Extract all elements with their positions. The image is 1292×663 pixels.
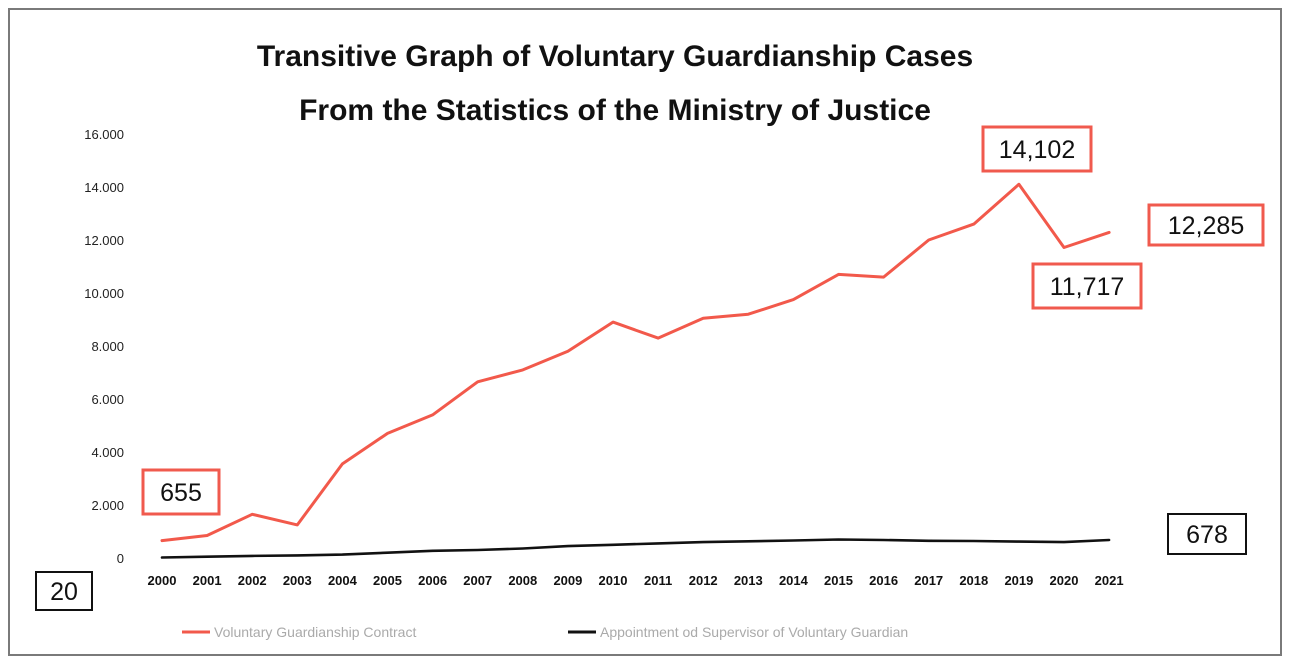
x-tick-label: 2014 xyxy=(779,573,809,588)
y-tick-label: 16.000 xyxy=(84,127,124,142)
callout-12285: 12,285 xyxy=(1147,203,1265,247)
x-tick-label: 2016 xyxy=(869,573,898,588)
x-tick-label: 2002 xyxy=(238,573,267,588)
legend-item: Voluntary Guardianship Contract xyxy=(182,624,416,640)
callout-label: 12,285 xyxy=(1168,212,1244,240)
legend-label: Voluntary Guardianship Contract xyxy=(214,624,416,640)
series-lines xyxy=(160,182,1111,559)
chart-title: Transitive Graph of Voluntary Guardiansh… xyxy=(257,40,973,73)
y-axis: 0 2.000 4.000 6.000 8.000 10.000 12.000 14.000 1… xyxy=(84,127,124,566)
x-axis: 2000 2001 2002 2003 2004 2005 2006 2007 2008 2009… xyxy=(148,573,1124,588)
y-tick-label: 0 xyxy=(117,551,124,566)
legend: Voluntary Guardianship Contract Appointme… xyxy=(182,624,908,640)
callout-label: 678 xyxy=(1186,521,1228,549)
x-tick-label: 2006 xyxy=(418,573,447,588)
callout-label: 20 xyxy=(50,578,78,606)
y-tick-label: 10.000 xyxy=(84,286,124,301)
x-tick-label: 2018 xyxy=(959,573,988,588)
x-tick-label: 2012 xyxy=(689,573,718,588)
x-tick-label: 2015 xyxy=(824,573,853,588)
x-tick-label: 2003 xyxy=(283,573,312,588)
x-tick-label: 2020 xyxy=(1050,573,1079,588)
callout-label: 655 xyxy=(160,479,202,507)
series-line-voluntary-guardianship-contract xyxy=(160,182,1111,543)
x-tick-label: 2017 xyxy=(914,573,943,588)
callout-label: 11,717 xyxy=(1050,273,1125,301)
x-tick-label: 2010 xyxy=(599,573,628,588)
x-tick-label: 2007 xyxy=(463,573,492,588)
legend-label: Appointment od Supervisor of Voluntary G… xyxy=(600,624,908,640)
x-tick-label: 2005 xyxy=(373,573,402,588)
y-tick-label: 12.000 xyxy=(84,233,124,248)
x-tick-label: 2004 xyxy=(328,573,358,588)
series-line-appointment-supervisor xyxy=(160,538,1111,559)
callout-655: 655 xyxy=(141,468,221,516)
y-tick-label: 4.000 xyxy=(91,445,124,460)
x-tick-label: 2013 xyxy=(734,573,763,588)
x-tick-label: 2009 xyxy=(553,573,582,588)
x-tick-label: 2019 xyxy=(1004,573,1033,588)
callouts: 655 14,102 12,285 11,717 678 20 xyxy=(35,125,1265,611)
legend-item: Appointment od Supervisor of Voluntary G… xyxy=(568,624,908,640)
chart-subtitle: From the Statistics of the Ministry of J… xyxy=(299,94,931,127)
x-tick-label: 2008 xyxy=(508,573,537,588)
callout-label: 14,102 xyxy=(999,136,1075,164)
y-tick-label: 8.000 xyxy=(91,339,124,354)
callout-20: 20 xyxy=(35,571,93,611)
x-tick-label: 2011 xyxy=(644,573,672,588)
y-tick-label: 6.000 xyxy=(91,392,124,407)
callout-14102: 14,102 xyxy=(981,125,1093,173)
callout-678: 678 xyxy=(1167,513,1247,555)
y-tick-label: 14.000 xyxy=(84,180,124,195)
x-tick-label: 2000 xyxy=(148,573,177,588)
callout-11717: 11,717 xyxy=(1031,262,1143,310)
x-tick-label: 2001 xyxy=(193,573,222,588)
y-tick-label: 2.000 xyxy=(91,498,124,513)
x-tick-label: 2021 xyxy=(1095,573,1124,588)
